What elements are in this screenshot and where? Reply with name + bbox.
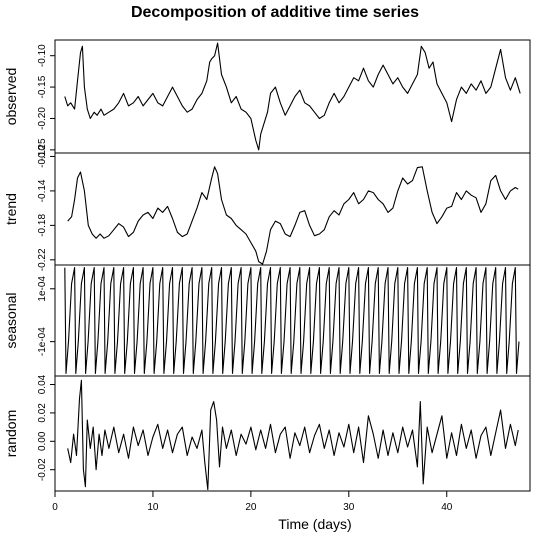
y-tick-label-random: 0.04 xyxy=(37,374,48,394)
series-line-trend xyxy=(67,166,519,265)
panel-label-trend: trend xyxy=(3,193,19,225)
chart-title: Decomposition of additive time series xyxy=(130,4,420,21)
series-line-random xyxy=(67,379,519,491)
y-tick-label-trend: -0.22 xyxy=(37,248,48,271)
panel-label-observed: observed xyxy=(3,68,19,126)
x-tick-label: 20 xyxy=(245,502,257,513)
x-axis-label: Time (days) xyxy=(278,516,352,532)
panel-label-seasonal: seasonal xyxy=(3,292,19,348)
panel-label-random: random xyxy=(3,410,19,457)
y-tick-label-trend: -0.10 xyxy=(37,145,48,168)
x-tick-label: 40 xyxy=(441,502,453,513)
y-tick-label-seasonal: -1e-04 xyxy=(37,327,48,356)
series-line-seasonal xyxy=(64,267,520,374)
y-tick-label-random: -0.02 xyxy=(37,458,48,481)
y-tick-label-random: 0.00 xyxy=(37,431,48,451)
panel-frame-trend xyxy=(54,152,531,266)
x-tick-label: 30 xyxy=(343,502,355,513)
y-tick-label-trend: -0.14 xyxy=(37,179,48,202)
y-tick-label-random: 0.02 xyxy=(37,403,48,423)
x-tick-label: 10 xyxy=(147,502,159,513)
y-tick-label-observed: -0.20 xyxy=(37,107,48,130)
y-tick-label-trend: -0.18 xyxy=(37,214,48,237)
series-line-observed xyxy=(64,42,521,151)
y-tick-label-seasonal: 1e-04 xyxy=(37,276,48,302)
y-tick-label-observed: -0.25 xyxy=(37,138,48,161)
x-tick-label: 0 xyxy=(52,502,58,513)
panel-frame-random xyxy=(54,375,531,492)
y-tick-label-observed: -0.15 xyxy=(37,75,48,98)
panel-frame-observed xyxy=(54,39,531,154)
y-tick-label-observed: -0.10 xyxy=(37,44,48,67)
